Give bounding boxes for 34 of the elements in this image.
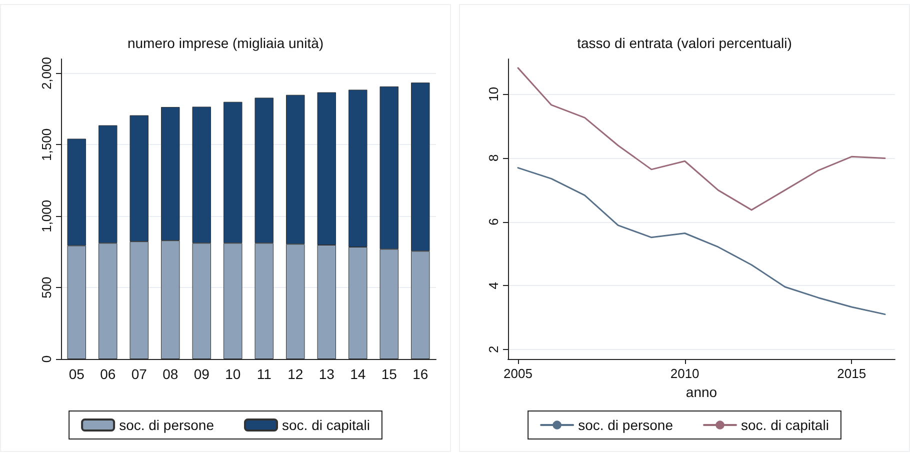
y-tick-label: 500 [39, 276, 54, 298]
x-tick-label: 08 [162, 366, 178, 382]
x-tick-label: 2015 [837, 366, 866, 381]
x-tick-label: 12 [288, 366, 304, 382]
legend-label: soc. di persone [119, 417, 214, 433]
y-tick-label: 4 [486, 282, 501, 290]
x-tick-label: 16 [412, 366, 428, 382]
x-tick-label: 15 [381, 366, 398, 382]
x-tick-label: 07 [131, 366, 148, 382]
line-series [517, 167, 886, 316]
y-tick-label: 1,500 [39, 128, 54, 161]
chart-title: numero imprese (migliaia unità) [127, 35, 324, 51]
legend-label: soc. di persone [578, 417, 674, 433]
x-tick-label: 2005 [504, 366, 532, 381]
x-tick-label: 09 [194, 366, 210, 382]
y-tick-label: 2 [486, 346, 501, 354]
x-tick-label: 13 [318, 366, 335, 382]
legend-label: soc. di capitali [741, 417, 829, 433]
x-tick-label: 06 [100, 366, 116, 382]
chart-title: tasso di entrata (valori percentuali) [577, 35, 792, 51]
y-tick-label: 10 [486, 86, 501, 102]
x-axis-title: anno [686, 384, 718, 400]
x-tick-label: 05 [68, 366, 85, 382]
y-tick-label: 0 [39, 355, 54, 363]
line-series [517, 67, 886, 211]
y-tick-label: 6 [486, 218, 501, 226]
y-tick-label: 8 [486, 154, 501, 162]
x-tick-label: 14 [350, 366, 366, 382]
legend-label: soc. di capitali [282, 417, 370, 433]
x-tick-label: 10 [225, 366, 241, 382]
y-tick-label: 1,000 [39, 200, 54, 232]
x-tick-label: 11 [256, 366, 272, 382]
y-tick-label: 2,000 [39, 57, 54, 90]
x-tick-label: 2010 [670, 366, 700, 381]
